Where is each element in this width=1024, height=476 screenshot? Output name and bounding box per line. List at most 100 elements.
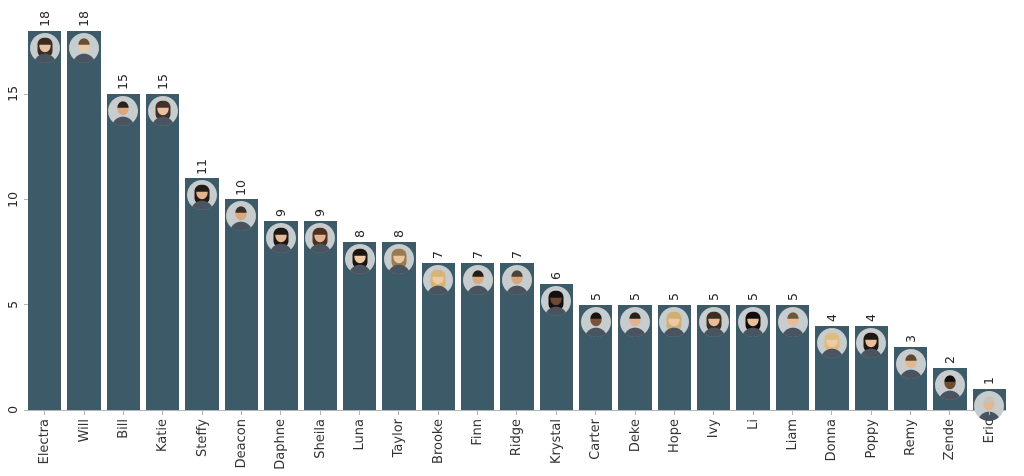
- bar-value-label: 5: [784, 292, 800, 301]
- portrait-icon: [344, 243, 375, 274]
- x-tick-cell: Deke: [618, 411, 651, 470]
- bar: 2: [933, 356, 967, 410]
- portrait-icon: [108, 96, 139, 127]
- bar: 5: [697, 293, 731, 410]
- x-tick-mark: [752, 411, 754, 415]
- avatar: [856, 327, 887, 358]
- x-tick-cell: Ivy: [697, 411, 730, 470]
- x-axis-label: Luna: [352, 419, 368, 451]
- bar-value-label: 2: [941, 355, 957, 364]
- x-tick-cell: Brooke: [422, 411, 455, 470]
- bar-value-label: 5: [626, 292, 642, 301]
- bar-column: 8: [342, 10, 377, 410]
- bar-column: 18: [67, 10, 101, 410]
- portrait-icon: [974, 390, 1005, 421]
- bar-column: 9: [303, 10, 337, 410]
- x-tick-cell: Eric: [973, 411, 1006, 470]
- bar: 1: [972, 377, 1006, 421]
- x-axis-label: Daphne: [273, 419, 289, 470]
- x-axis-label: Eric: [981, 419, 997, 444]
- bar-value-label: 15: [115, 74, 131, 91]
- avatar: [187, 180, 218, 211]
- x-axis-label: Poppy: [863, 419, 879, 459]
- y-axis-label: 15: [4, 86, 20, 103]
- portrait-icon: [895, 348, 926, 379]
- x-axis-label: Li: [745, 419, 761, 430]
- bar-column: 10: [224, 10, 259, 410]
- y-axis-label: 5: [4, 300, 20, 309]
- portrait-icon: [856, 327, 887, 358]
- x-tick-mark: [870, 411, 872, 415]
- x-axis-label: Electra: [37, 419, 53, 465]
- avatar: [108, 96, 139, 127]
- bar-column: 11: [185, 10, 219, 410]
- x-axis-label: Bill: [115, 419, 131, 439]
- bar-column: 5: [657, 10, 692, 410]
- bar-column: 7: [421, 10, 455, 410]
- bar-value-label: 7: [508, 250, 524, 259]
- bar-column: 15: [146, 10, 180, 410]
- bar-column: 5: [618, 10, 652, 410]
- x-tick-mark: [831, 411, 833, 415]
- bar-value-label: 18: [36, 11, 52, 28]
- bar-column: 5: [736, 10, 770, 410]
- x-tick-mark: [516, 411, 518, 415]
- portrait-icon: [147, 96, 178, 127]
- avatar: [620, 306, 651, 337]
- bar-value-label: 5: [587, 292, 603, 301]
- avatar: [226, 201, 257, 232]
- portrait-icon: [541, 285, 572, 316]
- portrait-icon: [738, 306, 769, 337]
- x-tick-mark: [83, 411, 85, 415]
- avatar: [344, 243, 375, 274]
- portrait-icon: [29, 33, 60, 64]
- x-tick-mark: [792, 411, 793, 415]
- x-axis-label: Carter: [588, 419, 604, 460]
- x-tick-mark: [162, 411, 164, 415]
- x-tick-mark: [280, 411, 282, 415]
- avatar: [777, 306, 808, 337]
- avatar: [265, 222, 296, 253]
- x-tick-cell: Krystal: [540, 411, 573, 470]
- x-axis-label: Deacon: [233, 419, 249, 469]
- x-axis-label: Steffy: [194, 419, 210, 457]
- bar-value-label: 5: [705, 292, 721, 301]
- bar: 15: [146, 74, 180, 410]
- bar: 6: [539, 272, 574, 410]
- x-tick-mark: [44, 411, 46, 415]
- bar: 18: [28, 11, 62, 410]
- portrait-icon: [698, 306, 729, 337]
- x-axis-label: Deke: [627, 419, 643, 453]
- bar-value-label: 8: [390, 229, 406, 238]
- y-tick-mark: [24, 304, 28, 306]
- x-axis-label: Remy: [903, 419, 919, 456]
- bar: 15: [106, 74, 141, 410]
- x-tick-cell: Will: [67, 411, 100, 470]
- bar: 7: [460, 251, 495, 410]
- x-tick-cell: Ridge: [500, 411, 533, 470]
- x-tick-mark: [673, 411, 675, 415]
- portrait-icon: [501, 264, 532, 295]
- bar-value-label: 9: [311, 208, 327, 217]
- x-tick-cell: Bill: [107, 411, 140, 470]
- bar-column: 2: [933, 10, 967, 410]
- bar-column: 5: [775, 10, 810, 410]
- bar: 9: [303, 209, 337, 410]
- x-axis-label: Katie: [155, 419, 171, 452]
- avatar: [147, 96, 178, 127]
- bar-value-label: 11: [193, 158, 209, 175]
- bar-value-label: 5: [666, 292, 682, 301]
- bar: 4: [815, 314, 849, 410]
- bar: 5: [775, 293, 810, 410]
- portrait-icon: [423, 264, 454, 295]
- x-tick-cell: Daphne: [264, 411, 297, 470]
- y-tick-mark: [24, 409, 28, 411]
- x-tick-cell: Sheila: [304, 411, 337, 470]
- x-axis-label: Krystal: [548, 419, 564, 465]
- avatar: [698, 306, 729, 337]
- x-axis-label: Taylor: [391, 419, 407, 458]
- x-tick-mark: [437, 411, 439, 415]
- portrait-icon: [620, 306, 651, 337]
- x-axis-label: Donna: [824, 419, 840, 462]
